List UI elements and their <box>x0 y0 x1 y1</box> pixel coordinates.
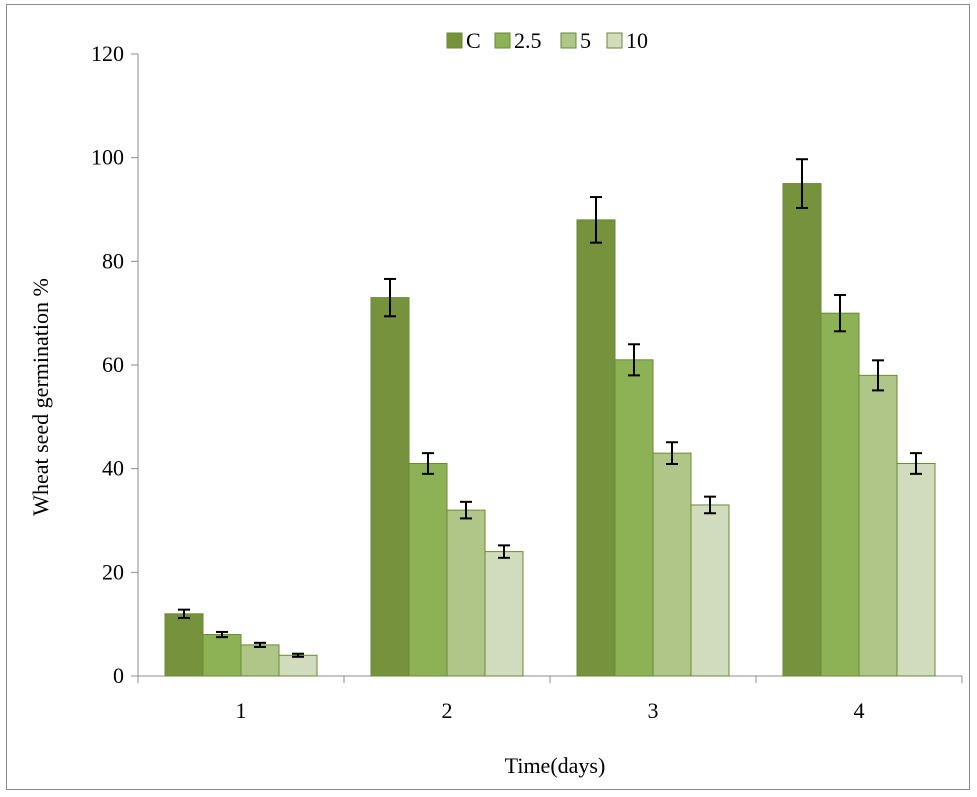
bar <box>820 312 860 677</box>
error-bar <box>704 495 716 515</box>
error-bar <box>498 544 510 559</box>
error-bar <box>216 630 228 639</box>
legend-swatch <box>494 32 511 49</box>
bar <box>202 634 242 677</box>
bar <box>240 644 280 677</box>
legend-swatch <box>560 32 577 49</box>
x-tick-label: 4 <box>854 698 865 723</box>
y-tick-label: 0 <box>113 663 124 688</box>
x-tick-label: 1 <box>236 698 247 723</box>
bar <box>652 452 692 677</box>
legend-label: 10 <box>626 28 648 53</box>
error-bar <box>422 452 434 475</box>
error-bar <box>254 641 266 648</box>
legend-label: C <box>466 28 481 53</box>
error-bar <box>910 452 922 475</box>
y-axis-title: Wheat seed germination % <box>28 278 53 516</box>
x-axis-title: Time(days) <box>505 753 606 778</box>
error-bar <box>628 343 640 377</box>
error-bar <box>872 359 884 392</box>
bar <box>782 183 822 677</box>
error-bar <box>292 652 304 658</box>
bar <box>278 654 318 677</box>
bar <box>576 219 616 677</box>
legend-item: 10 <box>606 28 648 53</box>
legend-item: 5 <box>560 28 591 53</box>
x-tick-label: 3 <box>648 698 659 723</box>
bar <box>164 613 204 677</box>
bar <box>446 509 486 677</box>
bars <box>164 183 936 677</box>
error-bar <box>666 441 678 466</box>
error-bar <box>590 196 602 244</box>
error-bars <box>178 158 922 658</box>
legend-item: C <box>446 28 481 53</box>
legend-label: 5 <box>580 28 591 53</box>
y-tick-label: 40 <box>102 456 124 481</box>
error-bar <box>178 608 190 619</box>
bar <box>370 297 410 677</box>
y-tick-label: 20 <box>102 559 124 584</box>
y-tick-label: 120 <box>91 41 124 66</box>
bar <box>896 462 936 677</box>
x-tick-label: 2 <box>442 698 453 723</box>
error-bar <box>796 158 808 209</box>
legend-label: 2.5 <box>514 28 542 53</box>
legend: C 2.5 5 10 <box>446 28 648 53</box>
bar <box>484 551 524 677</box>
error-bar <box>384 277 396 318</box>
y-tick-label: 60 <box>102 352 124 377</box>
legend-swatch <box>446 32 463 49</box>
bar <box>408 462 448 677</box>
y-tick-label: 80 <box>102 248 124 273</box>
legend-swatch <box>606 32 623 49</box>
bar <box>858 374 898 677</box>
bar <box>690 504 730 677</box>
error-bar <box>460 500 472 520</box>
legend-item: 2.5 <box>494 28 542 53</box>
bar <box>614 359 654 677</box>
y-tick-label: 100 <box>91 145 124 170</box>
error-bar <box>834 294 846 333</box>
